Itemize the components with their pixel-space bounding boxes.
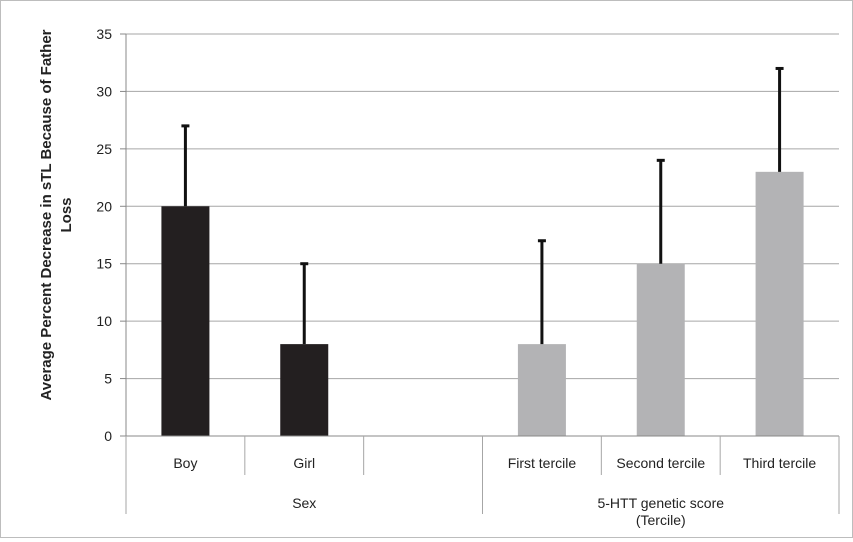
bar [161,206,210,436]
bar [636,263,685,436]
x-category-label: Girl [293,455,315,471]
y-axis-label: Average Percent Decrease in sTL Because … [38,29,75,400]
gridlines [126,33,839,380]
y-tick-label: 0 [104,428,112,444]
y-tick-label: 15 [96,256,112,272]
x-category-label: Third tercile [743,455,816,471]
y-tick-label: 20 [96,198,112,214]
x-group-label: Sex [292,495,316,511]
y-tick-label: 25 [96,141,112,157]
y-tick-label: 30 [96,83,112,99]
bar [517,344,566,436]
x-category-label: First tercile [508,455,577,471]
x-category-label: Boy [173,455,197,471]
error-bars [181,66,784,345]
y-tick-label: 35 [96,26,112,42]
x-category-label: Second tercile [616,455,705,471]
axes [120,33,840,514]
bar [280,344,329,436]
y-axis-label-line: Loss [58,197,75,232]
y-axis-label-line: Average Percent Decrease in sTL Because … [38,29,55,400]
x-group-label: 5-HTT genetic score [597,495,724,511]
x-group-label: (Tercile) [636,512,686,528]
bar [755,171,804,437]
axis-labels: 0 5 10 15 20 25 30 35 Boy Girl First tercile Second… [96,26,816,528]
bars [161,171,804,437]
y-tick-label: 5 [104,371,112,387]
y-tick-label: 10 [96,313,112,329]
